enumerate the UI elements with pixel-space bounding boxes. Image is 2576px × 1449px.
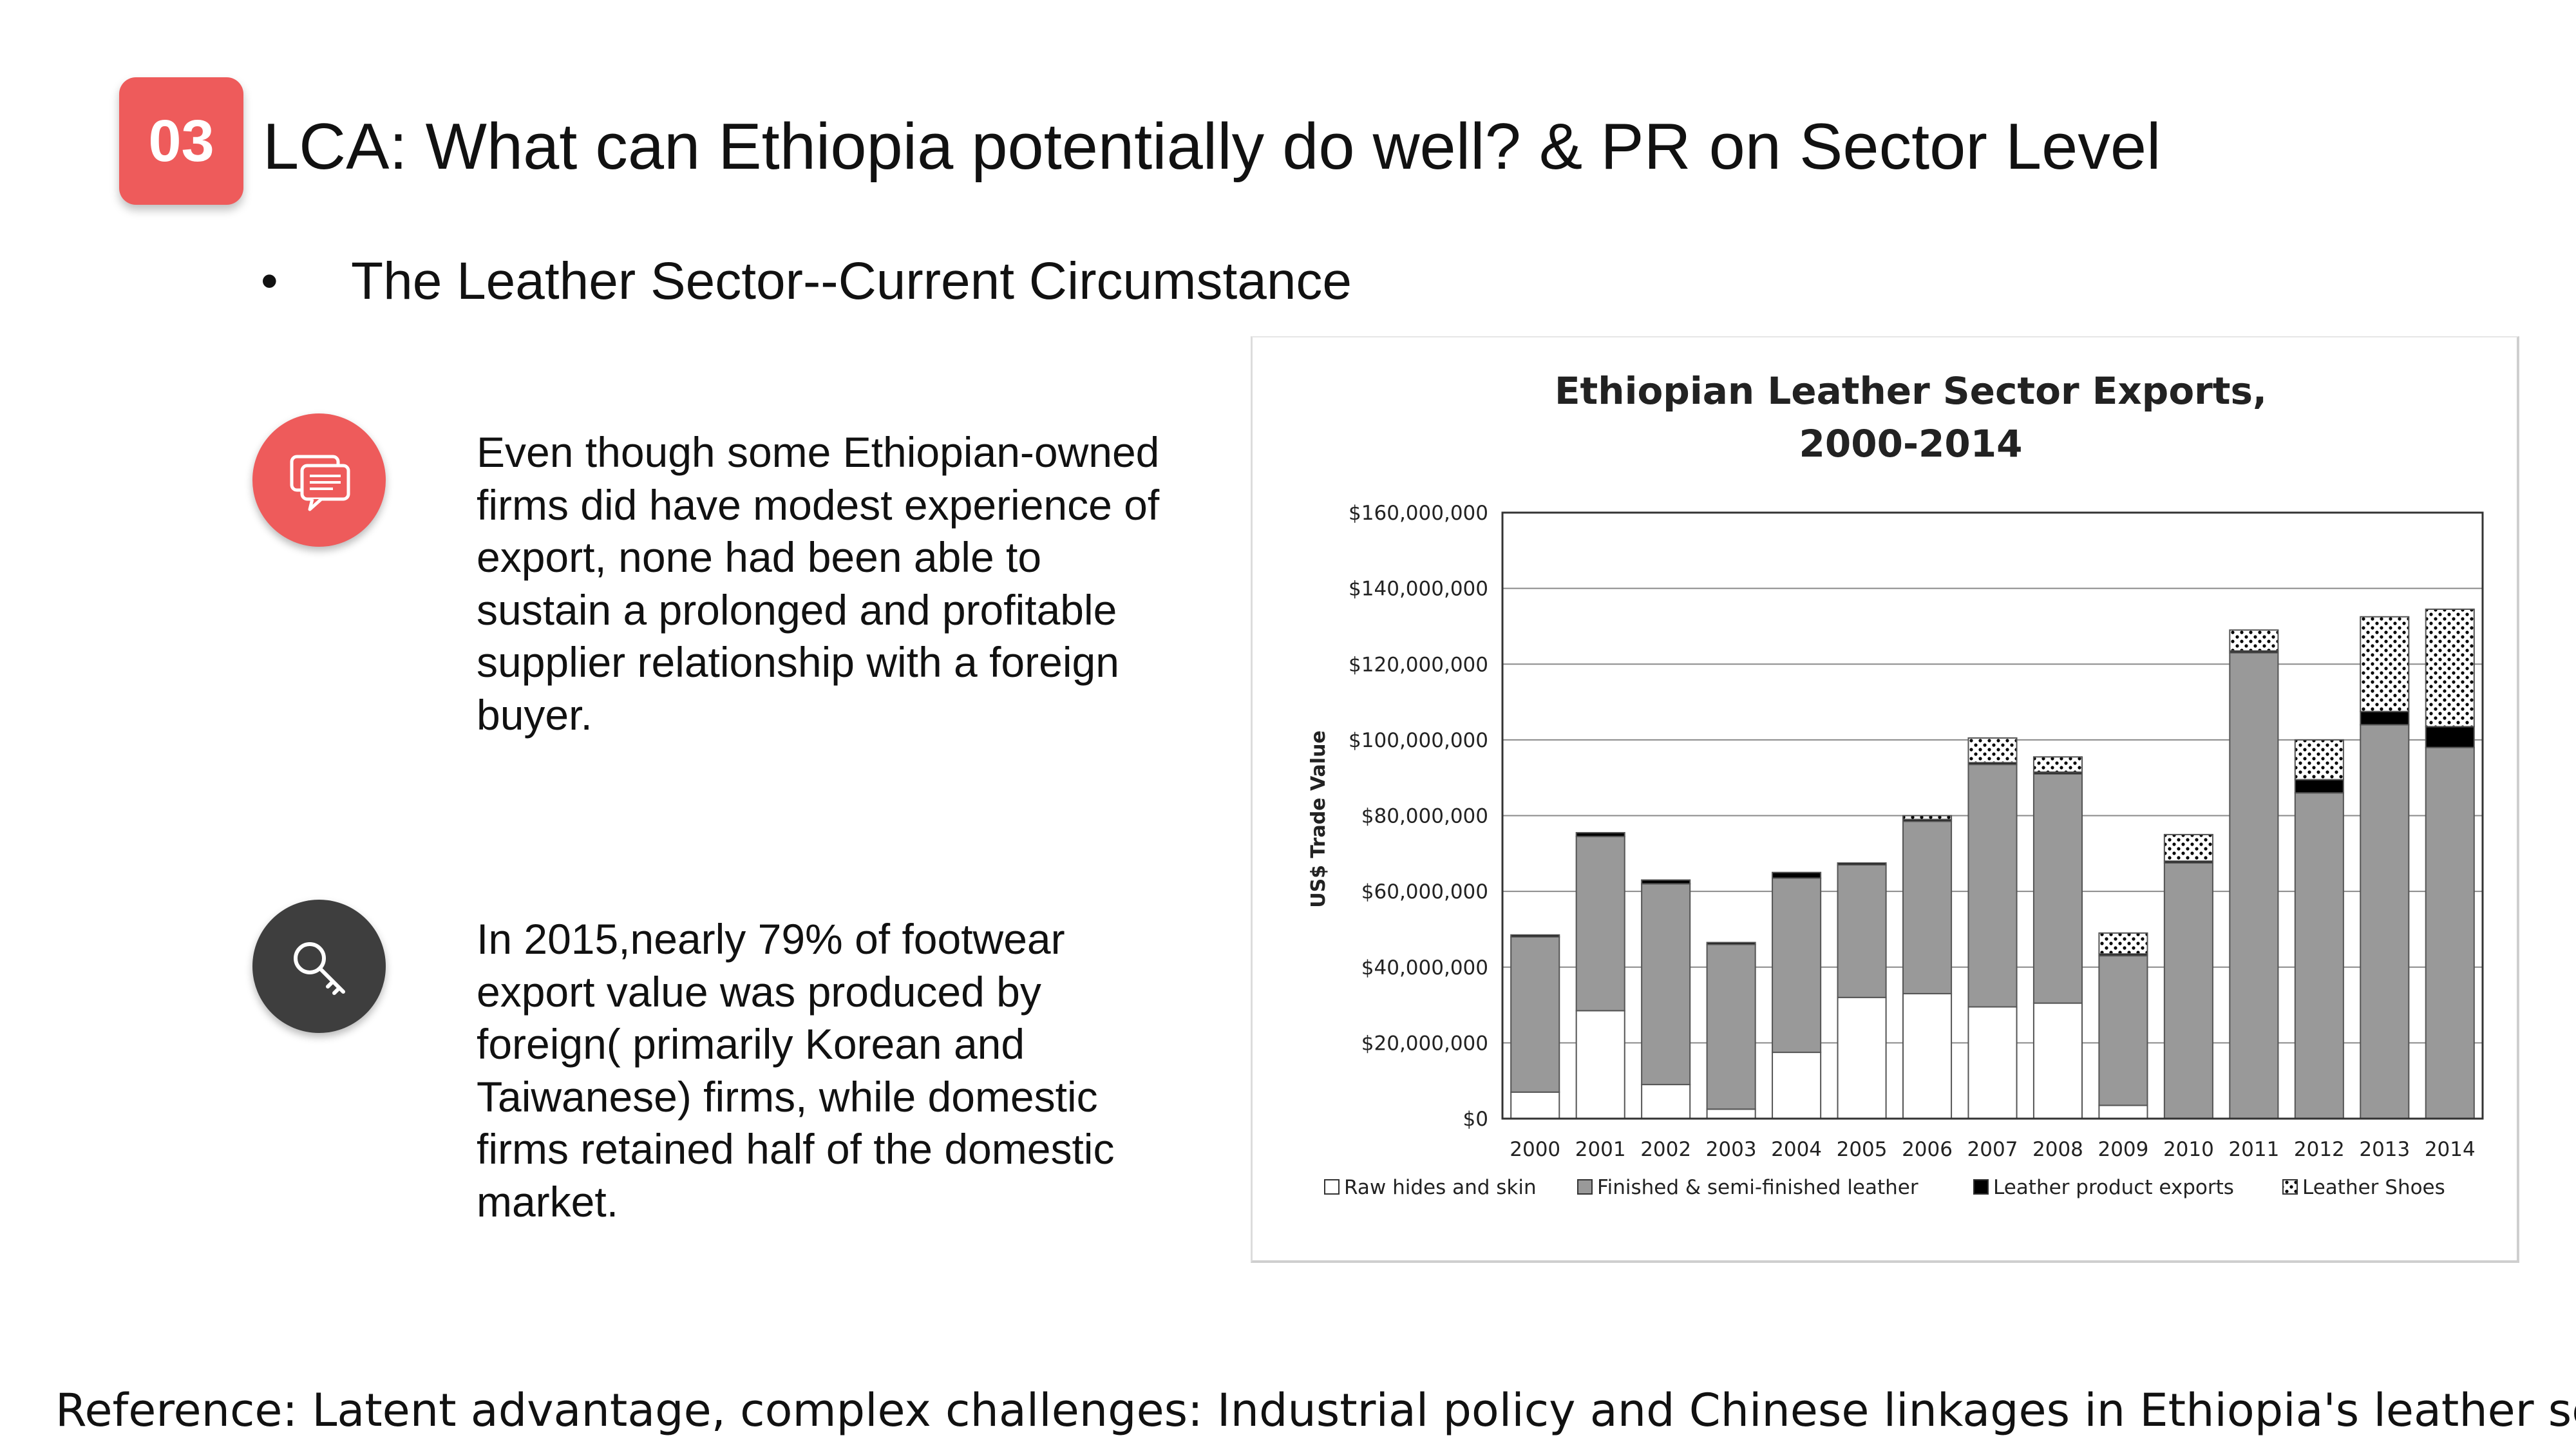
legend-label: Leather product exports [1993,1176,2234,1199]
x-tick-label: 2011 [2228,1138,2279,1161]
bar-segment [1902,815,1953,820]
x-tick-label: 2009 [2098,1138,2148,1161]
bar-segment [1510,934,1560,938]
leather-exports-chart: Ethiopian Leather Sector Exports, 2000-2… [1307,369,2484,1199]
y-tick-label: $100,000,000 [1349,729,1488,752]
y-tick-label: $40,000,000 [1361,956,1488,980]
bar-segment [2163,862,2213,1119]
x-tick-label: 2003 [1706,1138,1757,1161]
x-tick-label: 2000 [1510,1138,1560,1161]
bar-segment [1772,877,1822,1054]
y-axis-label: US$ Trade Value [1307,730,1330,908]
x-tick-label: 2014 [2425,1138,2476,1161]
bar-segment [2229,629,2279,652]
bar-segment [2229,652,2279,1119]
bar-segment [2294,779,2344,794]
y-tick-label: $0 [1463,1108,1488,1131]
x-tick-label: 2006 [1902,1138,1953,1161]
x-tick-label: 2002 [1640,1138,1691,1161]
bar-segment [2098,955,2148,1106]
chart-title-line-2: 2000-2014 [1799,422,2023,466]
bar-segment [1902,820,1953,994]
bar-segment [1772,1052,1822,1119]
bar-segment [2098,1104,2148,1120]
bar-segment [2425,726,2475,748]
bar-segment [1575,831,1625,837]
key-icon [252,900,386,1033]
bar-segment [1706,943,1756,1110]
x-tick-label: 2008 [2032,1138,2083,1161]
x-tick-label: 2001 [1575,1138,1626,1161]
bar-segment [2294,739,2344,781]
section-number: 03 [148,108,214,174]
x-tick-label: 2010 [2163,1138,2214,1161]
chart-title-line-1: Ethiopian Leather Sector Exports, [1555,369,2267,413]
bar-segment [2360,616,2410,712]
slide-subtitle: The Leather Sector--Current Circumstance [351,252,1352,310]
bar-segment [2032,756,2083,773]
bar-segment [1575,1010,1625,1120]
y-tick-label: $20,000,000 [1361,1032,1488,1055]
legend-swatch [2282,1179,2298,1195]
slide-title: LCA: What can Ethiopia potentially do we… [263,111,2161,183]
bar-segment [1967,737,2018,764]
bullet-marker: • [261,254,278,308]
x-tick-label: 2004 [1771,1138,1822,1161]
bar-segment [1641,879,1691,885]
point-text-2: In 2015,nearly 79% of footwear export va… [477,915,1115,1226]
legend-swatch [1577,1179,1593,1195]
x-tick-label: 2007 [1967,1138,2018,1161]
plot-area-border [1501,511,2484,1120]
bar-segment [1510,1091,1560,1120]
bar-segment [2032,773,2083,1004]
bar-segment [1902,992,1953,1120]
bar-segment [2425,608,2475,728]
bar-segment [2032,1002,2083,1119]
bar-segment [1967,764,2018,1008]
y-tick-label: $140,000,000 [1349,578,1488,601]
chat-icon [252,413,386,547]
x-tick-label: 2013 [2359,1138,2410,1161]
bar-segment [2425,746,2475,1119]
legend-swatch [1324,1179,1340,1195]
bar-segment [1967,1006,2018,1120]
bar-segment [1772,871,1822,879]
y-tick-label: $60,000,000 [1361,880,1488,904]
bar-segment [2360,724,2410,1119]
x-tick-label: 2012 [2294,1138,2345,1161]
x-tick-label: 2005 [1837,1138,1888,1161]
bar-segment [1641,883,1691,1086]
y-tick-label: $120,000,000 [1349,653,1488,676]
legend-label: Raw hides and skin [1344,1176,1537,1199]
bar-segment [2294,792,2344,1120]
bar-segment [1706,942,1756,945]
bar-segment [1706,1108,1756,1119]
legend-swatch [1973,1179,1989,1195]
bar-segment [2098,932,2148,955]
bar-segment [1837,864,1887,998]
bar-segment [1575,835,1625,1012]
bar-segment [2163,833,2213,862]
point-text-1: Even though some Ethiopian-owned firms d… [477,428,1160,739]
section-number-badge: 03 [119,77,243,205]
bar-segment [2360,710,2410,726]
bar-segment [1837,862,1887,866]
legend-label: Finished & semi-finished leather [1597,1176,1918,1199]
bar-segment [1510,936,1560,1093]
legend-label: Leather Shoes [2302,1176,2445,1199]
bar-segment [1837,996,1887,1120]
chart-frame: Ethiopian Leather Sector Exports, 2000-2… [1251,336,2519,1263]
reference-note: Reference: Latent advantage, complex cha… [55,1384,2576,1437]
y-tick-label: $160,000,000 [1349,502,1488,525]
bar-segment [1641,1084,1691,1119]
y-tick-label: $80,000,000 [1361,805,1488,828]
